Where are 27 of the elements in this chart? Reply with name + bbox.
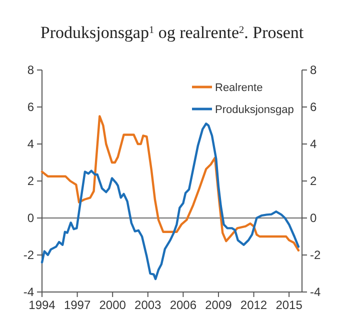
x-tick-label: 1994	[28, 298, 56, 312]
y-tick-label: 2	[27, 174, 34, 188]
chart-title: Produksjonsgap$^{1}$ og realrente$^{2}$. Prosent	[40, 23, 304, 42]
y-tick-label: 6	[27, 100, 34, 114]
x-tick-label: 2009	[205, 298, 232, 312]
x-tick-label: 2000	[99, 298, 126, 312]
y2-tick-label: 2	[310, 174, 317, 188]
legend-label: Realrente	[215, 82, 263, 94]
y2-tick-label: 4	[310, 137, 317, 152]
x-tick-label: 2006	[170, 298, 197, 312]
y-tick-label: -2	[23, 248, 34, 262]
line-series	[40, 122, 300, 280]
y2-tick-label: -4	[310, 285, 321, 300]
y2-tick-label: 8	[310, 63, 317, 78]
y-tick-label: 8	[27, 63, 34, 78]
y2-tick-label: 6	[310, 100, 317, 114]
line-series	[40, 115, 300, 252]
x-tick-label: 2015	[276, 298, 303, 312]
legend-label: Produksjonsgap	[215, 104, 294, 116]
y-tick-label: 4	[27, 137, 34, 152]
y2-tick-label: -2	[310, 248, 321, 262]
y-tick-label: -4	[23, 285, 34, 300]
y-tick-label: 0	[27, 211, 34, 226]
y2-tick-label: 0	[310, 211, 317, 226]
x-tick-label: 2012	[240, 298, 268, 312]
x-tick-label: 1997	[64, 298, 91, 312]
x-tick-label: 2003	[134, 298, 162, 312]
